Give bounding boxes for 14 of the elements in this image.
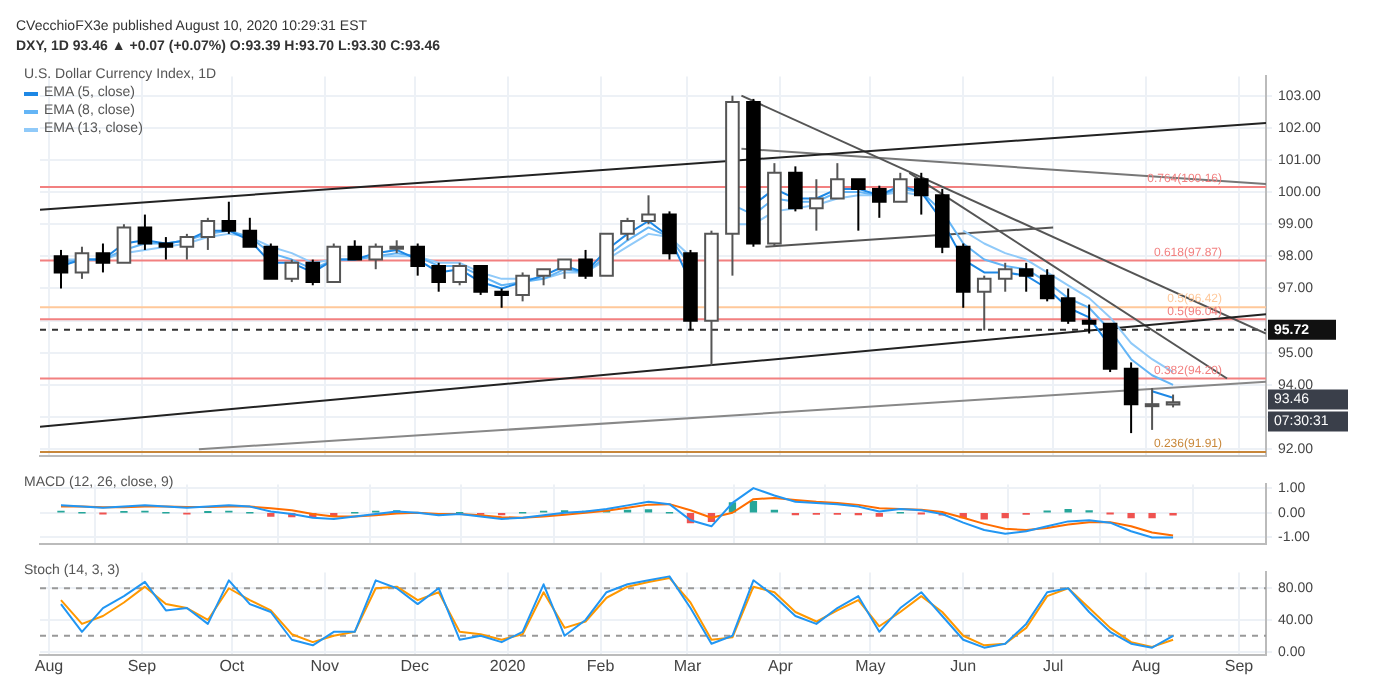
- x-tick-label: Jul: [1042, 656, 1064, 675]
- x-tick-label: May: [855, 656, 886, 675]
- x-tick-label: Jun: [950, 656, 977, 675]
- x-tick-label: Aug: [1131, 656, 1161, 675]
- x-tick-label: Nov: [310, 656, 339, 675]
- x-tick-label: Aug: [34, 656, 64, 675]
- x-tick-label: 2020: [489, 656, 527, 675]
- x-tick-label: Sep: [1224, 656, 1255, 675]
- x-tick-label: Apr: [767, 656, 794, 675]
- x-tick-label: Sep: [127, 656, 158, 675]
- x-tick-label: Feb: [586, 656, 616, 675]
- x-tick-label: Mar: [673, 656, 702, 675]
- x-tick-label: Oct: [219, 656, 246, 675]
- x-tick-label: Dec: [400, 656, 429, 675]
